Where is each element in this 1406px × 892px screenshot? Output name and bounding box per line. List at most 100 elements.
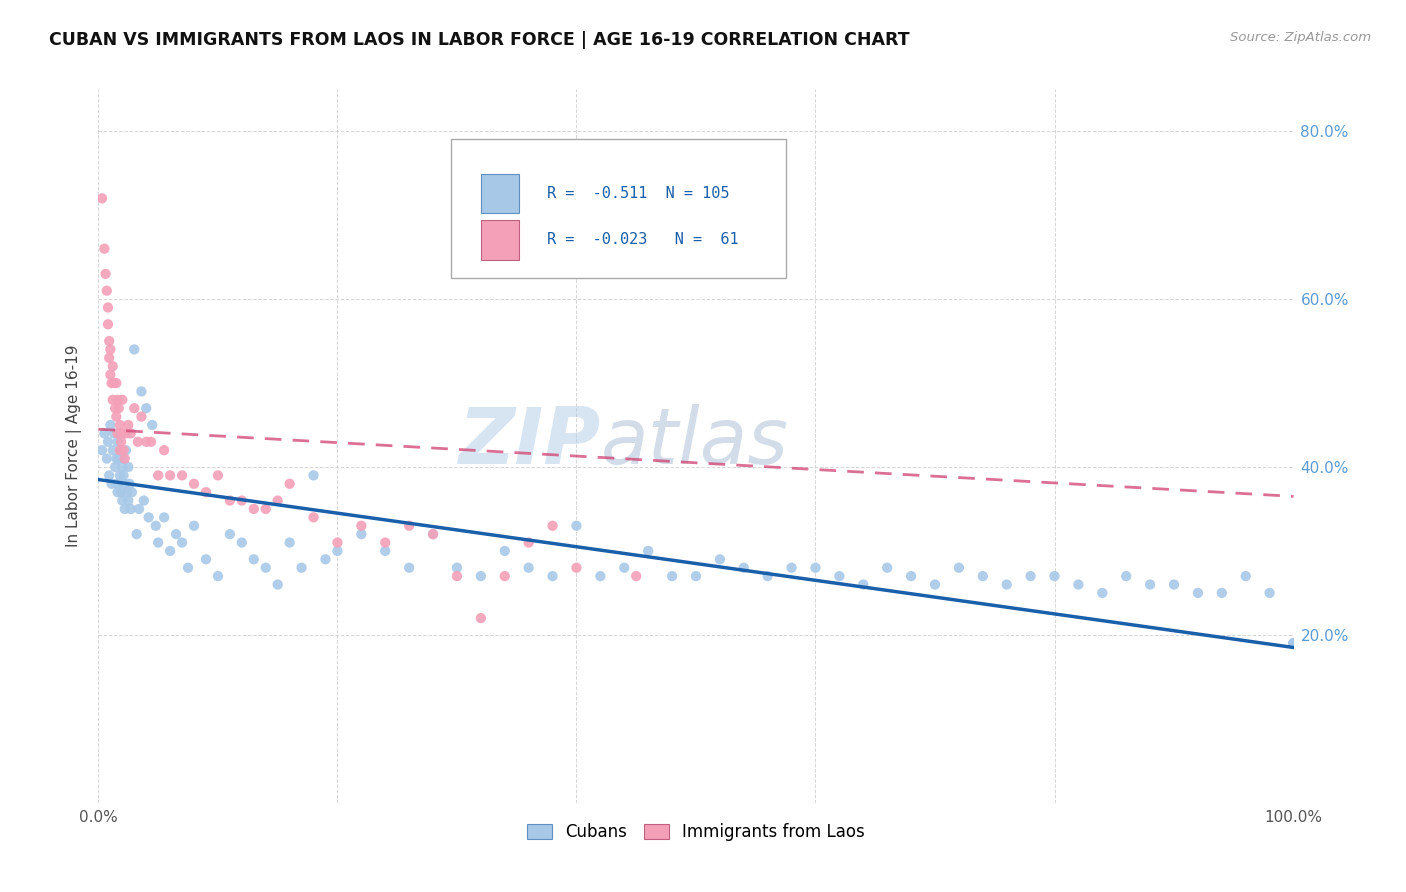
Point: [948, 560, 970, 574]
Point: [128, 502, 150, 516]
Point: [207, 569, 229, 583]
Point: [177, 560, 200, 574]
Text: R =  -0.511  N = 105: R = -0.511 N = 105: [547, 186, 730, 202]
Point: [127, 434, 149, 449]
Point: [117, 460, 139, 475]
Point: [107, 434, 129, 449]
Point: [98, 368, 122, 382]
Point: [153, 510, 176, 524]
Point: [103, 376, 125, 390]
Point: [101, 392, 124, 407]
Point: [804, 560, 827, 574]
Bar: [481, 220, 519, 260]
Point: [93, 426, 115, 441]
Point: [91, 191, 114, 205]
Point: [110, 443, 132, 458]
Point: [243, 552, 266, 566]
Point: [105, 451, 128, 466]
Point: [107, 401, 129, 416]
Point: [98, 468, 121, 483]
Point: [852, 577, 875, 591]
Text: CUBAN VS IMMIGRANTS FROM LAOS IN LABOR FORCE | AGE 16-19 CORRELATION CHART: CUBAN VS IMMIGRANTS FROM LAOS IN LABOR F…: [49, 31, 910, 49]
Point: [183, 476, 205, 491]
Point: [108, 426, 131, 441]
Point: [470, 611, 492, 625]
Point: [1091, 586, 1114, 600]
Point: [148, 468, 170, 483]
Point: [111, 392, 134, 407]
Point: [565, 560, 588, 574]
Point: [98, 351, 121, 365]
Point: [1187, 586, 1209, 600]
Point: [105, 476, 128, 491]
Point: [876, 560, 898, 574]
Point: [422, 527, 444, 541]
Point: [1019, 569, 1042, 583]
Point: [112, 451, 135, 466]
Point: [1139, 577, 1161, 591]
Point: [108, 468, 131, 483]
Point: [1258, 586, 1281, 600]
Point: [219, 527, 242, 541]
Point: [1115, 569, 1137, 583]
Point: [118, 476, 141, 491]
Point: [107, 392, 129, 407]
Point: [267, 577, 290, 591]
Point: [159, 468, 181, 483]
Point: [626, 569, 648, 583]
Point: [121, 485, 143, 500]
Point: [470, 569, 492, 583]
Point: [101, 443, 124, 458]
Legend: Cubans, Immigrants from Laos: Cubans, Immigrants from Laos: [520, 817, 872, 848]
Point: [131, 384, 153, 399]
Point: [108, 417, 131, 432]
Point: [243, 502, 266, 516]
Point: [172, 468, 194, 483]
Point: [124, 343, 146, 357]
Point: [115, 485, 138, 500]
Point: [98, 417, 122, 432]
Y-axis label: In Labor Force | Age 16-19: In Labor Force | Age 16-19: [66, 344, 83, 548]
Point: [350, 518, 373, 533]
Point: [96, 284, 118, 298]
Point: [589, 569, 612, 583]
Point: [613, 560, 636, 574]
Point: [145, 518, 167, 533]
Point: [254, 560, 277, 574]
Point: [125, 527, 148, 541]
Point: [195, 552, 218, 566]
Point: [446, 560, 468, 574]
Point: [637, 544, 659, 558]
Point: [1043, 569, 1066, 583]
Point: [105, 409, 128, 424]
Point: [1211, 586, 1233, 600]
Point: [302, 510, 325, 524]
Point: [91, 443, 114, 458]
Point: [110, 434, 132, 449]
Point: [302, 468, 325, 483]
Point: [111, 493, 134, 508]
Point: [517, 560, 540, 574]
Point: [104, 401, 127, 416]
Point: [709, 552, 731, 566]
Point: [97, 434, 120, 449]
Point: [120, 502, 142, 516]
Point: [267, 493, 290, 508]
Point: [254, 502, 277, 516]
Point: [112, 443, 135, 458]
Point: [97, 318, 120, 332]
Point: [494, 544, 516, 558]
Point: [117, 417, 139, 432]
Point: [94, 267, 117, 281]
Point: [1067, 577, 1090, 591]
Point: [565, 518, 588, 533]
Point: [195, 485, 218, 500]
Text: ZIP: ZIP: [458, 404, 600, 481]
Point: [98, 334, 121, 348]
Point: [756, 569, 779, 583]
Point: [104, 460, 127, 475]
Point: [100, 376, 122, 390]
Point: [1282, 636, 1305, 650]
Text: Source: ZipAtlas.com: Source: ZipAtlas.com: [1230, 31, 1371, 45]
Point: [1282, 636, 1305, 650]
